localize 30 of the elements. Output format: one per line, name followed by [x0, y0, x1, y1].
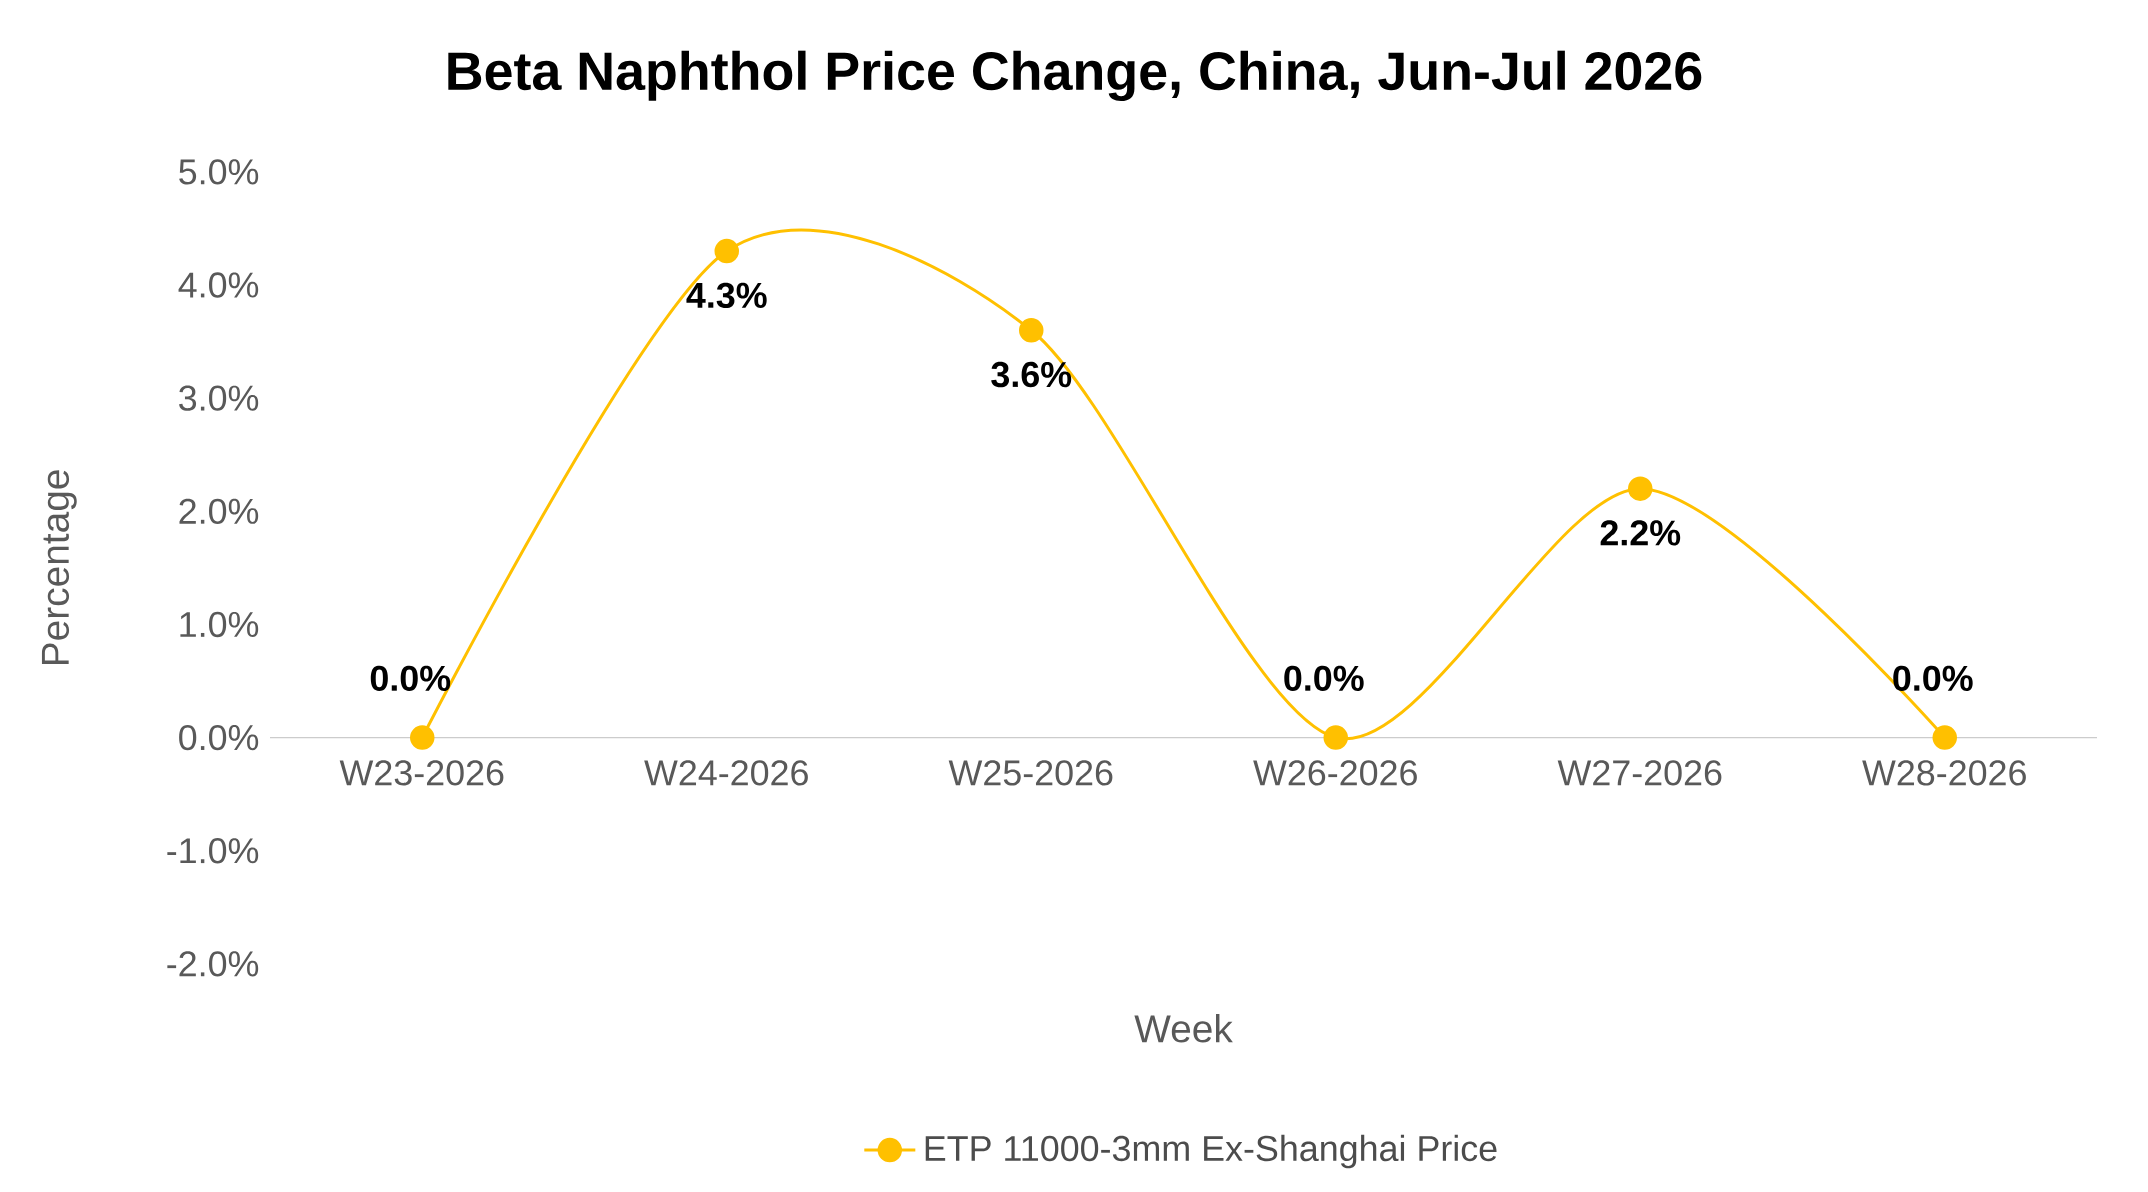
data-label: 0.0%: [1284, 665, 1364, 692]
x-tick-label: W28-2026: [1862, 760, 2026, 786]
y-axis-title: Percentage: [41, 470, 77, 665]
x-axis-title: Week: [1134, 1014, 1233, 1043]
y-tick-label: -1.0%: [167, 838, 259, 864]
x-tick-label: W25-2026: [948, 760, 1113, 786]
x-tick-label: W24-2026: [644, 760, 808, 786]
chart-title: Beta Naphthol Price Change, China, Jun-Jul 2026: [448, 50, 1702, 102]
data-label: 2.2%: [1600, 520, 1681, 546]
point: [1627, 476, 1653, 501]
point: [1323, 725, 1349, 750]
point: [1018, 318, 1044, 343]
data-label: 0.0%: [1893, 665, 1973, 692]
data-label: 0.0%: [370, 665, 451, 692]
data-label: 3.6%: [991, 361, 1072, 388]
point: [1932, 725, 1958, 750]
y-tick-label: 1.0%: [180, 611, 259, 638]
legend-label: ETP 11000-3mm Ex-Shanghai Price: [925, 1134, 1497, 1169]
x-tick-label: W23-2026: [339, 760, 504, 786]
y-tick-label: 4.0%: [178, 272, 259, 298]
y-tick-label: 0.0%: [179, 724, 259, 751]
y-tick-label: 2.0%: [179, 498, 259, 525]
point: [410, 725, 435, 750]
point: [714, 238, 740, 264]
x-tick-label: W27-2026: [1557, 760, 1722, 786]
y-tick-label: 3.0%: [179, 385, 259, 411]
y-tick-label: 5.0%: [179, 159, 259, 185]
x-tick-label: W26-2026: [1253, 760, 1417, 786]
y-tick-label: -2.0%: [167, 951, 259, 977]
data-label: 4.3%: [686, 282, 767, 309]
